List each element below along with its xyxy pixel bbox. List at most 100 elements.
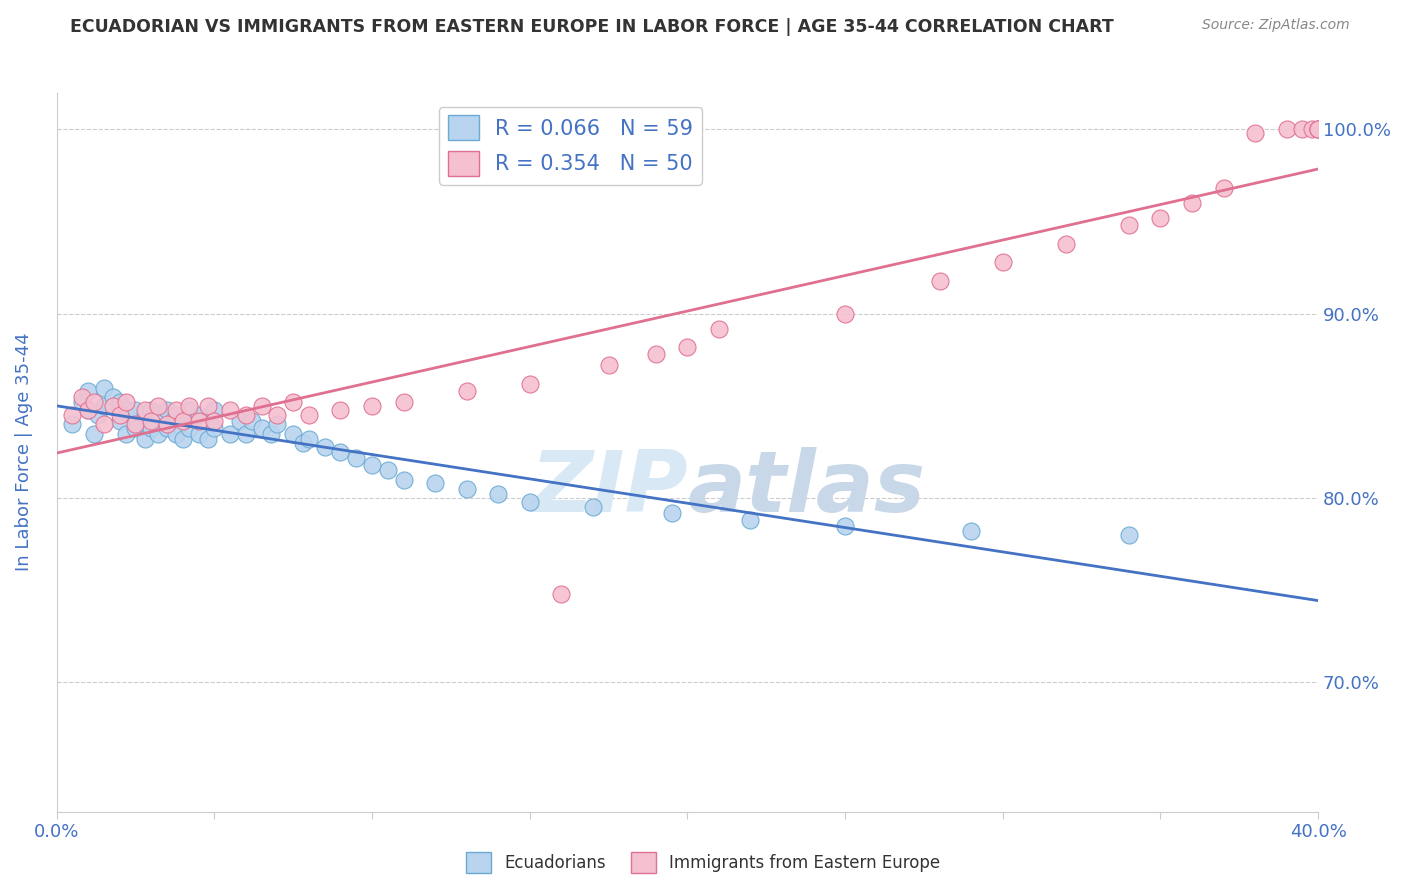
- Point: [960, 524, 983, 539]
- Point: [219, 402, 242, 417]
- Point: [344, 450, 367, 465]
- Point: [582, 500, 605, 515]
- Point: [187, 414, 209, 428]
- Point: [740, 513, 762, 527]
- Point: [141, 402, 163, 417]
- Point: [834, 518, 856, 533]
- Point: [146, 426, 169, 441]
- Point: [298, 408, 321, 422]
- Point: [77, 402, 100, 417]
- Point: [291, 435, 314, 450]
- Point: [146, 399, 169, 413]
- Point: [124, 402, 146, 417]
- Point: [197, 432, 219, 446]
- Text: ZIP: ZIP: [530, 447, 688, 530]
- Point: [707, 321, 730, 335]
- Point: [644, 347, 666, 361]
- Text: atlas: atlas: [688, 447, 925, 530]
- Point: [281, 395, 304, 409]
- Point: [177, 421, 200, 435]
- Point: [281, 426, 304, 441]
- Point: [1149, 211, 1171, 225]
- Point: [70, 390, 93, 404]
- Point: [260, 426, 283, 441]
- Point: [676, 340, 699, 354]
- Point: [1308, 122, 1330, 136]
- Point: [361, 458, 384, 472]
- Point: [250, 421, 273, 435]
- Point: [329, 402, 352, 417]
- Point: [329, 445, 352, 459]
- Point: [60, 417, 83, 432]
- Point: [1301, 122, 1323, 136]
- Point: [1118, 219, 1140, 233]
- Point: [266, 417, 288, 432]
- Point: [1244, 126, 1267, 140]
- Point: [219, 426, 242, 441]
- Point: [156, 402, 179, 417]
- Point: [166, 402, 188, 417]
- Point: [377, 463, 399, 477]
- Point: [240, 414, 263, 428]
- Point: [166, 408, 188, 422]
- Point: [124, 417, 146, 432]
- Legend: Ecuadorians, Immigrants from Eastern Europe: Ecuadorians, Immigrants from Eastern Eur…: [460, 846, 946, 880]
- Point: [141, 414, 163, 428]
- Point: [93, 380, 115, 394]
- Point: [456, 384, 478, 399]
- Point: [392, 473, 415, 487]
- Legend: R = 0.066   N = 59, R = 0.354   N = 50: R = 0.066 N = 59, R = 0.354 N = 50: [439, 107, 702, 185]
- Point: [202, 402, 225, 417]
- Point: [187, 426, 209, 441]
- Point: [115, 426, 138, 441]
- Point: [519, 376, 541, 391]
- Point: [86, 408, 108, 422]
- Point: [392, 395, 415, 409]
- Point: [60, 408, 83, 422]
- Point: [202, 414, 225, 428]
- Y-axis label: In Labor Force | Age 35-44: In Labor Force | Age 35-44: [15, 333, 32, 572]
- Point: [141, 421, 163, 435]
- Point: [202, 421, 225, 435]
- Text: ECUADORIAN VS IMMIGRANTS FROM EASTERN EUROPE IN LABOR FORCE | AGE 35-44 CORRELAT: ECUADORIAN VS IMMIGRANTS FROM EASTERN EU…: [70, 18, 1114, 36]
- Point: [486, 487, 509, 501]
- Point: [266, 408, 288, 422]
- Point: [93, 399, 115, 413]
- Point: [423, 476, 446, 491]
- Point: [1181, 196, 1204, 211]
- Point: [115, 395, 138, 409]
- Point: [108, 414, 131, 428]
- Point: [187, 408, 209, 422]
- Point: [991, 255, 1014, 269]
- Point: [1054, 236, 1077, 251]
- Point: [1275, 122, 1298, 136]
- Point: [108, 395, 131, 409]
- Point: [103, 390, 125, 404]
- Point: [456, 482, 478, 496]
- Point: [1308, 122, 1330, 136]
- Point: [361, 399, 384, 413]
- Point: [1291, 122, 1313, 136]
- Point: [661, 506, 683, 520]
- Point: [146, 408, 169, 422]
- Point: [519, 495, 541, 509]
- Point: [235, 426, 257, 441]
- Point: [77, 384, 100, 399]
- Point: [172, 414, 194, 428]
- Point: [172, 432, 194, 446]
- Point: [108, 408, 131, 422]
- Point: [550, 587, 572, 601]
- Point: [197, 399, 219, 413]
- Point: [166, 426, 188, 441]
- Point: [1308, 122, 1330, 136]
- Point: [177, 399, 200, 413]
- Text: Source: ZipAtlas.com: Source: ZipAtlas.com: [1202, 18, 1350, 32]
- Point: [177, 402, 200, 417]
- Point: [83, 426, 105, 441]
- Point: [235, 408, 257, 422]
- Point: [156, 417, 179, 432]
- Point: [314, 440, 336, 454]
- Point: [124, 421, 146, 435]
- Point: [1118, 528, 1140, 542]
- Point: [298, 432, 321, 446]
